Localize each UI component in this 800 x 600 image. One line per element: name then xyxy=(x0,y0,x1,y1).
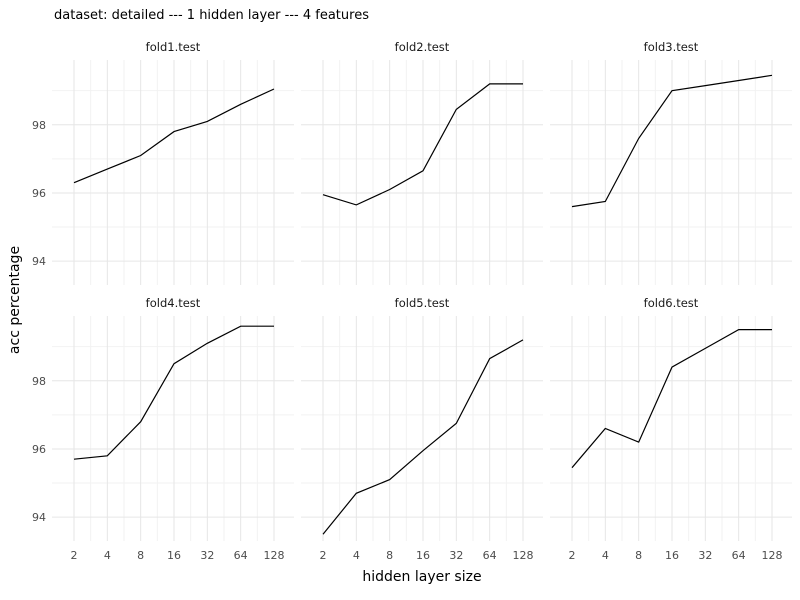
facet-strip-label: fold2.test xyxy=(395,40,450,54)
facet-panel-fold5-test: fold5.test 2 4 8 16 32 64 128 xyxy=(301,296,543,562)
series-line-fold3-test xyxy=(571,74,773,208)
facet-panel-fold6-test: fold6.test 2 4 8 16 32 64 128 xyxy=(550,296,792,562)
y-tick-label: 94 xyxy=(32,511,46,524)
x-tick-label: 8 xyxy=(137,549,144,562)
facet-panels: fold1.test 94 96 98 fold2.test fold3.test fold… xyxy=(32,40,792,562)
x-tick-label: 128 xyxy=(762,549,783,562)
x-tick-label: 4 xyxy=(104,549,111,562)
x-axis-label: hidden layer size xyxy=(362,569,481,585)
x-tick-label: 4 xyxy=(353,549,360,562)
x-tick-label: 2 xyxy=(320,549,327,562)
chart-title: dataset: detailed --- 1 hidden layer ---… xyxy=(54,8,369,23)
facet-strip-label: fold3.test xyxy=(644,40,699,54)
series-line-fold2-test xyxy=(322,83,523,206)
x-tick-label: 64 xyxy=(234,549,248,562)
facet-panel-fold2-test: fold2.test xyxy=(301,40,543,285)
facet-strip-label: fold6.test xyxy=(644,296,699,310)
x-tick-label: 64 xyxy=(483,549,497,562)
series-line-fold4-test xyxy=(73,325,274,460)
x-tick-label: 32 xyxy=(200,549,214,562)
x-tick-label: 128 xyxy=(264,549,285,562)
facet-panel-fold1-test: fold1.test 94 96 98 xyxy=(32,40,294,285)
x-tick-label: 16 xyxy=(665,549,679,562)
series-line-fold5-test xyxy=(322,339,524,535)
series-line-fold6-test xyxy=(571,329,772,469)
facet-panel-fold4-test: fold4.test 94 96 98 2 4 8 16 32 64 128 xyxy=(32,296,294,562)
y-tick-label: 96 xyxy=(32,187,46,200)
x-tick-label: 128 xyxy=(513,549,534,562)
x-tick-label: 2 xyxy=(569,549,576,562)
facet-strip-label: fold1.test xyxy=(146,40,201,54)
x-tick-label: 4 xyxy=(602,549,609,562)
facet-panel-fold3-test: fold3.test xyxy=(550,40,792,285)
y-axis-label: acc percentage xyxy=(7,246,23,354)
x-tick-label: 32 xyxy=(449,549,463,562)
y-tick-label: 98 xyxy=(32,375,46,388)
x-tick-label: 64 xyxy=(732,549,746,562)
y-tick-label: 94 xyxy=(32,255,46,268)
x-tick-label: 2 xyxy=(71,549,78,562)
x-tick-label: 8 xyxy=(386,549,393,562)
x-tick-label: 16 xyxy=(416,549,430,562)
y-tick-label: 96 xyxy=(32,443,46,456)
x-tick-label: 8 xyxy=(635,549,642,562)
y-tick-label: 98 xyxy=(32,119,46,132)
x-tick-label: 16 xyxy=(167,549,181,562)
x-tick-label: 32 xyxy=(698,549,712,562)
series-line-fold1-test xyxy=(73,88,275,184)
facet-strip-label: fold4.test xyxy=(146,296,201,310)
facet-strip-label: fold5.test xyxy=(395,296,450,310)
